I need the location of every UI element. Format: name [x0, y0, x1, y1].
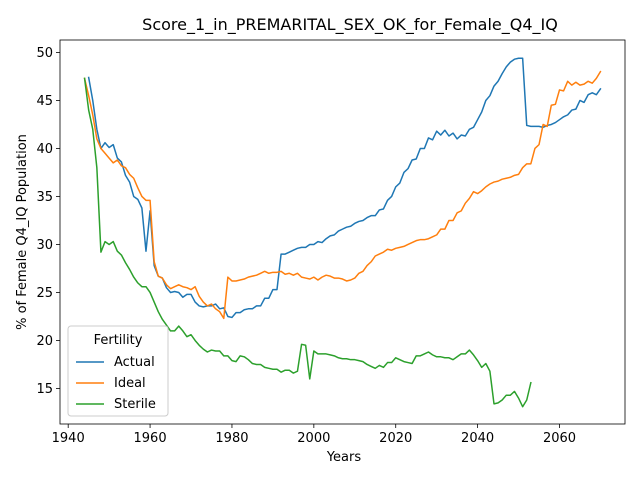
axes-frame: [59, 39, 626, 425]
series-line-actual: [87, 57, 602, 319]
y-tick-label: 35: [36, 190, 53, 205]
legend-title: Fertility: [94, 333, 143, 348]
x-tick-label: 1940: [52, 431, 85, 446]
plot-area: [83, 57, 602, 408]
legend-label-actual: Actual: [114, 355, 155, 370]
x-tick-label: 2000: [297, 431, 330, 446]
y-tick-label: 50: [36, 46, 53, 61]
y-tick-label: 30: [36, 238, 53, 253]
y-tick-label: 40: [36, 142, 53, 157]
chart-title: Score_1_in_PREMARITAL_SEX_OK_for_Female_…: [142, 15, 558, 35]
x-tick-label: 2040: [461, 431, 494, 446]
x-tick-label: 1960: [134, 431, 167, 446]
y-tick-label: 25: [36, 286, 53, 301]
y-tick-label: 45: [36, 94, 53, 109]
y-tick-label: 15: [36, 382, 53, 397]
series-line-ideal: [83, 70, 602, 320]
legend-box: [67, 325, 169, 417]
axes: 1940 1960 1980 2000 2020 2040 2060 15 20 25 30 35 40…: [36, 39, 626, 446]
series-line-sterile: [83, 77, 532, 408]
x-tick-label: 2020: [379, 431, 412, 446]
x-tick-label: 2060: [543, 431, 576, 446]
x-axis-label: Years: [326, 450, 362, 465]
legend-label-ideal: Ideal: [114, 376, 146, 391]
legend-label-sterile: Sterile: [114, 397, 156, 412]
y-axis-label: % of Female Q4_IQ Population: [15, 134, 30, 330]
y-tick-label: 20: [36, 334, 53, 349]
x-tick-label: 1980: [215, 431, 248, 446]
legend: Fertility Actual Ideal Sterile: [67, 325, 169, 417]
